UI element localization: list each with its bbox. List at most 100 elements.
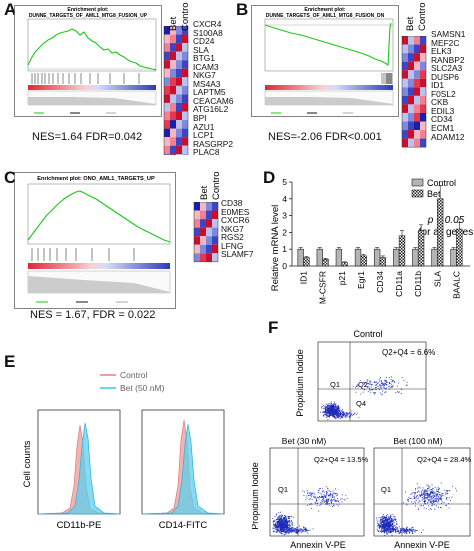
heatmap-cell [182, 111, 188, 121]
error-bar [394, 247, 399, 250]
heatmap-cell [420, 53, 426, 62]
heatmap-cell [402, 53, 408, 62]
panel-c-stats: NES = 1.67, FDR = 0.022 [30, 309, 156, 321]
heatmap-cell [194, 202, 200, 211]
gene-label: SLAMF7 [221, 249, 254, 260]
heatmap-cell [176, 145, 182, 155]
heatmap-cell [414, 78, 420, 88]
heatmap-cell [420, 36, 426, 45]
heatmap-cell [182, 102, 188, 112]
gene-label: ELK3 [431, 46, 452, 57]
gene-label: RASGRP2 [193, 138, 234, 149]
heatmap-cell [402, 138, 408, 148]
heatmap-cell [414, 70, 420, 79]
heatmap-cell [170, 145, 176, 155]
heatmap-cell [182, 85, 188, 95]
bar-bet [398, 235, 406, 267]
heatmap-cell [182, 137, 188, 146]
bar-bet [341, 262, 348, 267]
bar-bet [322, 258, 329, 267]
heatmap-cell [170, 60, 176, 69]
f-xlabel-right: Annexin V-PE [394, 540, 450, 550]
heatmap-cell [200, 236, 206, 245]
heatmap-cell [414, 121, 420, 131]
heatmap-cell [408, 87, 414, 96]
gsea-c-title: Enrichment plot: ONO_AML1_TARGETS_UP [37, 176, 155, 182]
gene-label: ECM1 [431, 123, 455, 134]
gsea-a-title: Enrichment plot: [67, 7, 108, 13]
gene-label: MEF2C [431, 37, 460, 48]
heatmap-cell [212, 219, 218, 228]
x-category-label: p21 [337, 271, 347, 285]
heatmap-cell [164, 145, 170, 155]
gene-label: SLA [193, 44, 209, 55]
heatmap-cell [414, 130, 420, 139]
bar-control [354, 248, 362, 267]
bar-control [316, 248, 323, 267]
heatmap-cell [402, 44, 408, 54]
legend-e-bet-label: Bet (50 nM) [120, 383, 165, 393]
bar-control [450, 248, 457, 267]
heatmap-cell [402, 61, 408, 71]
heatmap-cell [206, 236, 212, 245]
heatmap-cell [164, 102, 170, 112]
heatmap-cell [170, 77, 176, 86]
heatmap-cell [164, 120, 170, 129]
heatmap-cell [164, 137, 170, 146]
heatmap-cell [414, 138, 420, 148]
heatmap-cell [182, 128, 188, 138]
heatmap-cell [182, 154, 188, 155]
heatmap-cell [182, 43, 188, 52]
heatmap-cell [212, 210, 218, 220]
gene-label: CD24 [193, 36, 215, 47]
heatmap-cell [408, 53, 414, 62]
x-category-label: SLA [432, 271, 442, 287]
heatmap-cell [402, 95, 408, 105]
chart-d-ylabel: Relative mRNA level [270, 205, 281, 292]
heatmap-cell [164, 111, 170, 121]
x-category-label: Egr1 [356, 271, 366, 289]
f-plot-control-title: Control [353, 329, 382, 339]
heatmap-cell [176, 94, 182, 103]
heatmap-cell [176, 102, 182, 112]
heatmap-cell [414, 36, 420, 45]
heatmap-c-col-control: Control [211, 172, 222, 200]
gene-label: DUSP6 [431, 71, 459, 82]
gene-label: BTG1 [193, 53, 215, 64]
bar-control [373, 248, 381, 267]
heatmap-cell [176, 68, 182, 78]
heatmap-cell [408, 44, 414, 54]
heatmap-cell [408, 36, 414, 45]
panel-label-a: A [4, 0, 17, 19]
panel-label-c: C [4, 168, 17, 187]
heatmap-cell [420, 70, 426, 79]
heatmap-cell [182, 77, 188, 86]
error-bar [336, 247, 341, 250]
panel-label-d: D [263, 168, 276, 187]
heatmap-cell [176, 137, 182, 146]
heatmap-cell [176, 120, 182, 129]
heatmap-cell [182, 51, 188, 61]
bar-bet [456, 228, 463, 267]
error-bar [432, 247, 437, 250]
error-bar [323, 257, 328, 260]
y-tick-label: 1 [282, 244, 287, 254]
heatmap-cell [420, 112, 426, 122]
panel-a-stats: NES=1.64 FDR=0.042 [32, 131, 143, 143]
y-tick-label: 0 [282, 261, 287, 271]
heatmap-cell [408, 138, 414, 148]
f-bet30-q1: Q1 [278, 485, 288, 494]
heatmap-cell [420, 61, 426, 71]
f-plot-control: Q2+Q4 = 6.6% Q1 Q2 Q4 [317, 341, 435, 422]
bar-control [297, 248, 304, 267]
heatmap-cell [414, 53, 420, 62]
error-bar [413, 247, 418, 250]
heatmap-cell [420, 78, 426, 88]
f-bet100-q1: Q1 [381, 485, 391, 494]
heatmap-cell [176, 26, 182, 35]
heatmap-cell [164, 94, 170, 103]
chart-d-note-1: p < 0.05 [427, 215, 465, 226]
heatmap-b [401, 36, 427, 148]
heatmap-cell [414, 95, 420, 105]
heatmap-cell [170, 128, 176, 138]
